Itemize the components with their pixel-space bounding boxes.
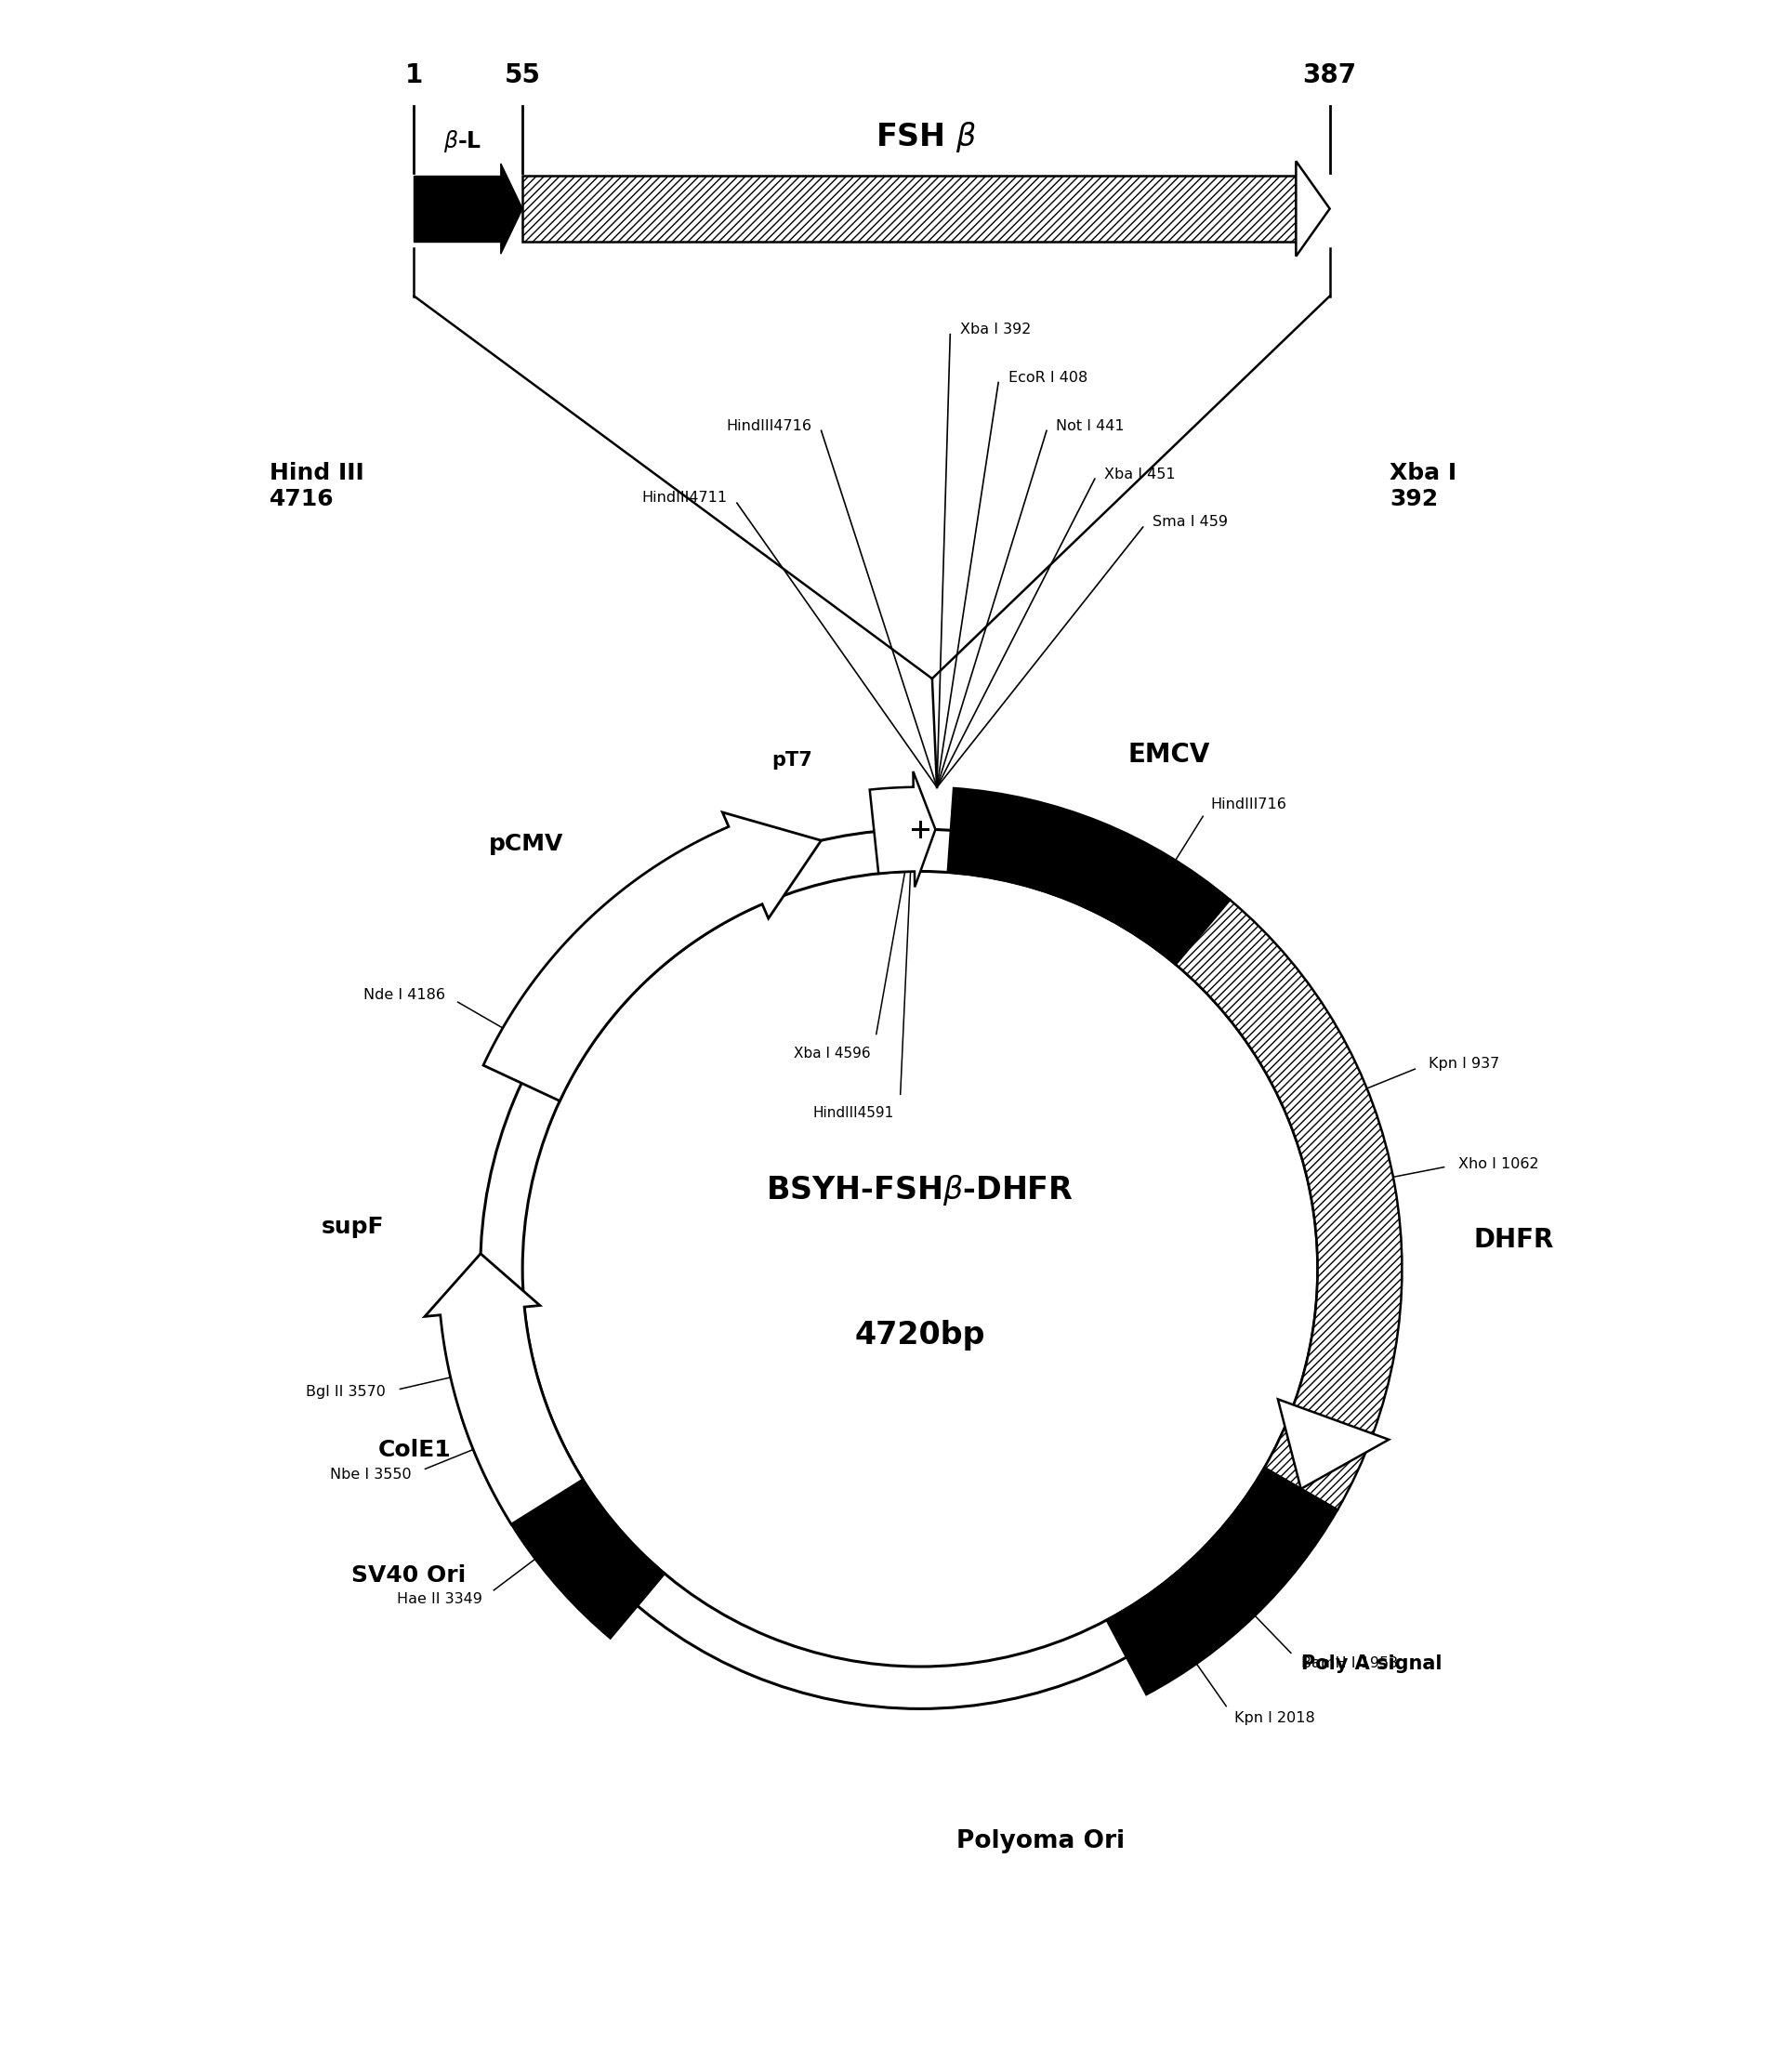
Text: Nbe I 3550: Nbe I 3550 [330, 1468, 412, 1480]
Text: Hae II 3349: Hae II 3349 [396, 1591, 482, 1606]
Text: BSYH-FSH$\beta$-DHFR: BSYH-FSH$\beta$-DHFR [767, 1174, 1073, 1207]
Polygon shape [425, 1254, 582, 1523]
Text: FSH $\beta$: FSH $\beta$ [876, 119, 977, 154]
Text: supF: supF [321, 1215, 383, 1238]
Wedge shape [462, 1392, 665, 1639]
Polygon shape [869, 771, 935, 886]
Polygon shape [484, 812, 821, 1100]
Polygon shape [1278, 1400, 1389, 1489]
Text: $\beta$-L: $\beta$-L [443, 127, 482, 154]
Text: Poly A signal: Poly A signal [1301, 1653, 1443, 1674]
Text: Bgl II 3570: Bgl II 3570 [306, 1386, 385, 1400]
Text: HindIII4711: HindIII4711 [642, 491, 728, 506]
Text: EMCV: EMCV [1127, 742, 1210, 769]
Text: Kpn I 937: Kpn I 937 [1428, 1057, 1500, 1071]
Polygon shape [500, 164, 523, 253]
Text: 387: 387 [1303, 62, 1357, 88]
Polygon shape [523, 175, 1296, 243]
Text: pT7: pT7 [772, 750, 812, 769]
Text: BamH I 1953: BamH I 1953 [1301, 1657, 1398, 1669]
Text: Sma I 459: Sma I 459 [1152, 516, 1228, 528]
Text: 55: 55 [504, 62, 541, 88]
Polygon shape [1296, 160, 1330, 257]
Text: Xba I 392: Xba I 392 [961, 323, 1030, 337]
Text: Xba I 4596: Xba I 4596 [794, 1047, 871, 1061]
Text: HindIII4716: HindIII4716 [726, 419, 812, 434]
Circle shape [439, 787, 1401, 1752]
Text: Polyoma Ori: Polyoma Ori [957, 1830, 1125, 1852]
Text: Nde I 4186: Nde I 4186 [364, 987, 446, 1001]
Wedge shape [1176, 901, 1401, 1509]
Text: ColE1: ColE1 [378, 1439, 452, 1462]
Wedge shape [1107, 1468, 1337, 1694]
Text: 1: 1 [405, 62, 423, 88]
Text: HindIII4591: HindIII4591 [814, 1106, 894, 1121]
Polygon shape [414, 175, 500, 243]
Text: pCMV: pCMV [489, 833, 564, 855]
Text: Not I 441: Not I 441 [1055, 419, 1125, 434]
Text: Xba I 451: Xba I 451 [1104, 467, 1176, 481]
Text: HindIII716: HindIII716 [1211, 798, 1287, 810]
Text: EcoR I 408: EcoR I 408 [1009, 370, 1088, 384]
Text: 4720bp: 4720bp [855, 1320, 986, 1351]
Text: Kpn I 2018: Kpn I 2018 [1235, 1711, 1315, 1725]
Text: DHFR: DHFR [1473, 1227, 1554, 1252]
Text: Xho I 1062: Xho I 1062 [1459, 1158, 1539, 1172]
Text: Hind III
4716: Hind III 4716 [269, 463, 364, 510]
Text: Xba I
392: Xba I 392 [1391, 463, 1457, 510]
Wedge shape [948, 787, 1229, 964]
Text: SV40 Ori: SV40 Ori [351, 1565, 466, 1587]
